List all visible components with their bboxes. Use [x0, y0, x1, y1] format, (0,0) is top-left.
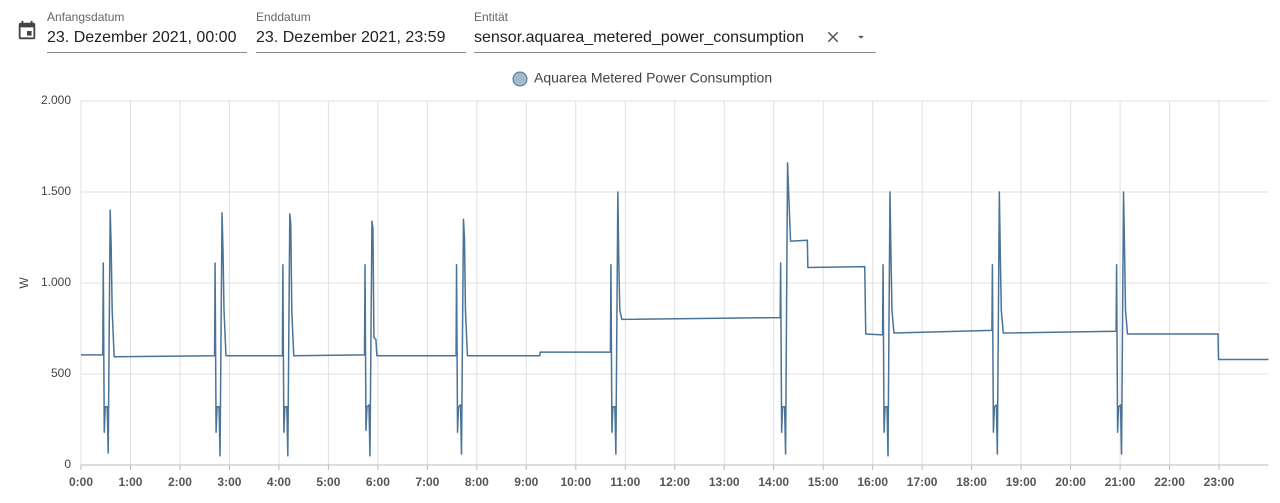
entity-value: sensor.aquarea_metered_power_consumption: [474, 29, 804, 46]
x-tick-label: 14:00: [758, 475, 789, 489]
y-axis-label: W: [17, 277, 31, 289]
x-tick-label: 6:00: [366, 475, 390, 489]
start-date-input[interactable]: Anfangsdatum 23. Dezember 2021, 00:00: [47, 8, 247, 53]
x-tick-label: 13:00: [709, 475, 740, 489]
entity-input[interactable]: Entität sensor.aquarea_metered_power_con…: [474, 8, 876, 53]
calendar-icon: [18, 20, 36, 40]
dropdown-button[interactable]: [854, 30, 868, 44]
legend-item[interactable]: Aquarea Metered Power Consumption: [512, 70, 772, 87]
y-tick-label: 1.000: [41, 275, 71, 289]
x-tick-label: 1:00: [118, 475, 142, 489]
x-tick-label: 18:00: [956, 475, 987, 489]
legend-marker: [512, 71, 528, 87]
x-tick-label: 4:00: [267, 475, 291, 489]
end-date-input[interactable]: Enddatum 23. Dezember 2021, 23:59: [256, 8, 466, 53]
x-tick-label: 21:00: [1105, 475, 1136, 489]
x-tick-label: 16:00: [857, 475, 888, 489]
y-tick-label: 2.000: [41, 93, 71, 107]
grid: [80, 100, 1269, 466]
start-label: Anfangsdatum: [47, 10, 125, 24]
legend-label: Aquarea Metered Power Consumption: [534, 70, 772, 86]
x-tick-label: 17:00: [907, 475, 938, 489]
clear-button[interactable]: [824, 28, 842, 46]
x-tick-label: 8:00: [465, 475, 489, 489]
x-tick-label: 20:00: [1055, 475, 1086, 489]
x-tick-label: 0:00: [69, 475, 93, 489]
end-value: 23. Dezember 2021, 23:59: [256, 29, 446, 46]
end-label: Enddatum: [256, 10, 311, 24]
x-tick-label: 19:00: [1006, 475, 1037, 489]
x-tick-label: 10:00: [560, 475, 591, 489]
start-value: 23. Dezember 2021, 00:00: [47, 29, 237, 46]
y-tick-label: 0: [64, 457, 71, 471]
y-tick-label: 1.500: [41, 184, 71, 198]
x-tick-label: 23:00: [1204, 475, 1235, 489]
x-tick-label: 11:00: [610, 475, 640, 489]
entity-label: Entität: [474, 10, 509, 24]
x-tick-label: 2:00: [168, 475, 192, 489]
x-tick-label: 22:00: [1154, 475, 1185, 489]
series-line: [81, 162, 1269, 457]
y-tick-label: 500: [51, 366, 71, 380]
x-tick-label: 3:00: [217, 475, 241, 489]
x-tick-label: 9:00: [514, 475, 538, 489]
x-tick-label: 7:00: [415, 475, 439, 489]
x-tick-label: 5:00: [316, 475, 340, 489]
x-tick-label: 12:00: [659, 475, 690, 489]
x-tick-label: 15:00: [808, 475, 839, 489]
